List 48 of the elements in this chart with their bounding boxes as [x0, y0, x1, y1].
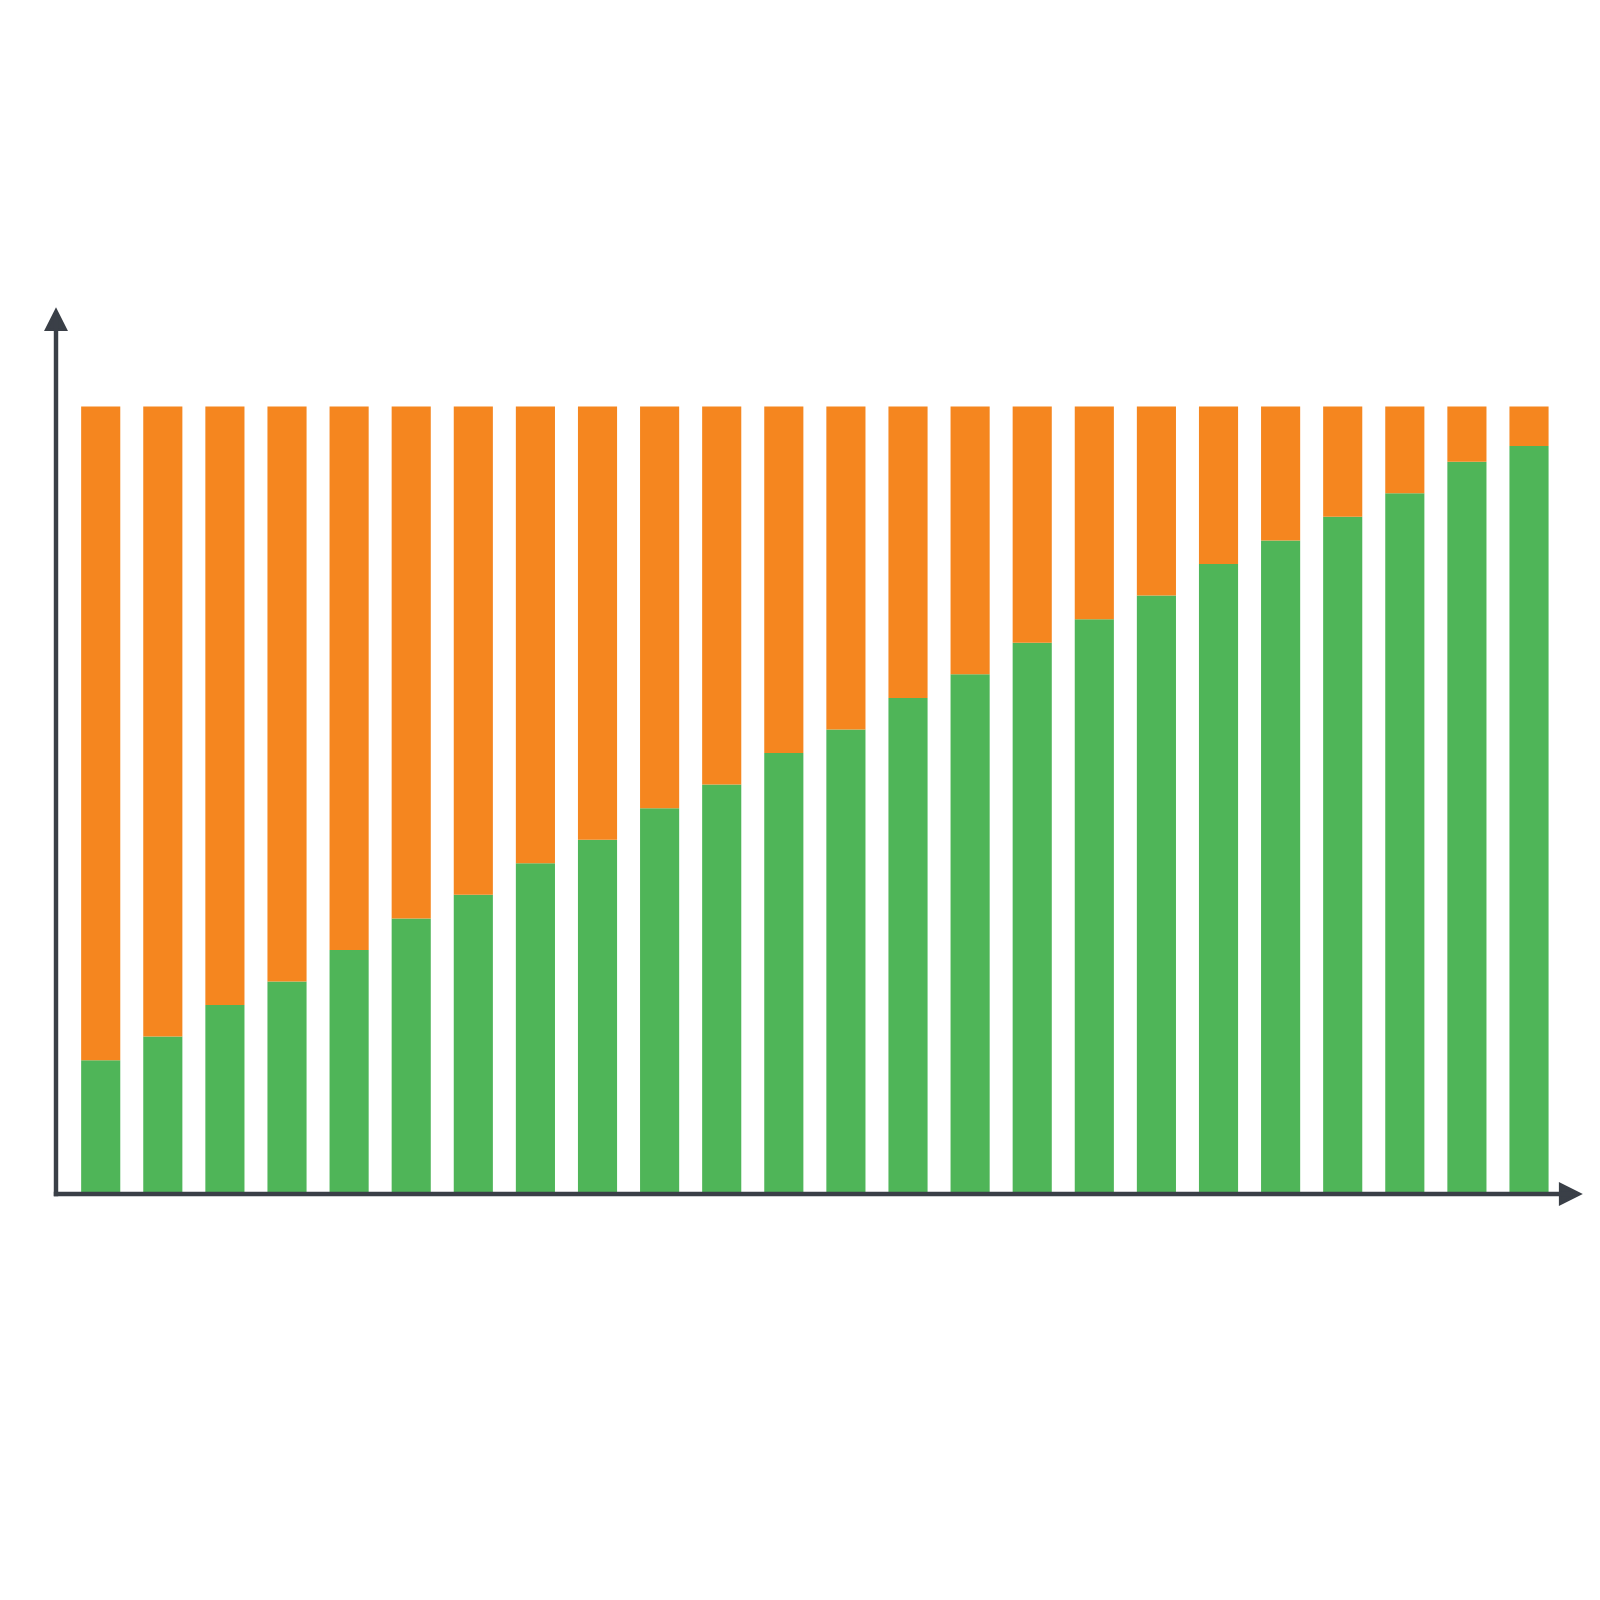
- bar: [205, 406, 245, 1006]
- bar: [1261, 406, 1301, 541]
- bar: [764, 753, 804, 1194]
- bar: [1074, 619, 1114, 1194]
- bar: [1323, 406, 1363, 517]
- bar: [1012, 406, 1052, 643]
- bar: [702, 406, 742, 785]
- bar: [1012, 642, 1052, 1194]
- bar: [888, 697, 928, 1194]
- bar: [515, 863, 555, 1194]
- bar: [640, 406, 680, 809]
- bar: [1447, 461, 1487, 1194]
- bar: [1261, 540, 1301, 1194]
- bar: [1509, 406, 1549, 446]
- bar: [329, 949, 369, 1194]
- bar: [826, 406, 866, 730]
- bar: [81, 1060, 121, 1194]
- bar: [950, 406, 990, 675]
- bar: [143, 1036, 183, 1194]
- bar: [1198, 564, 1239, 1194]
- bar: [1074, 406, 1114, 620]
- bar: [453, 894, 493, 1194]
- bar: [329, 406, 369, 950]
- bar: [81, 406, 121, 1061]
- bar: [267, 406, 307, 982]
- bar: [515, 406, 555, 864]
- bar: [1136, 406, 1176, 596]
- bar: [453, 406, 493, 895]
- bar: [391, 918, 431, 1194]
- bar: [1136, 595, 1176, 1194]
- bar: [1447, 406, 1487, 462]
- bar: [826, 729, 866, 1194]
- bar: [205, 1005, 245, 1194]
- bar: [143, 406, 183, 1037]
- bar: [950, 674, 990, 1194]
- bar: [1385, 493, 1425, 1194]
- bar: [1509, 445, 1549, 1194]
- bar: [888, 406, 928, 698]
- bar: [1323, 516, 1363, 1194]
- bar: [702, 784, 742, 1194]
- bar: [577, 839, 618, 1194]
- bar: [267, 981, 307, 1194]
- bar: [577, 406, 618, 840]
- bar: [764, 406, 804, 754]
- bar: [391, 406, 431, 919]
- bar: [1385, 406, 1425, 494]
- bar: [1198, 406, 1239, 565]
- bar: [640, 808, 680, 1194]
